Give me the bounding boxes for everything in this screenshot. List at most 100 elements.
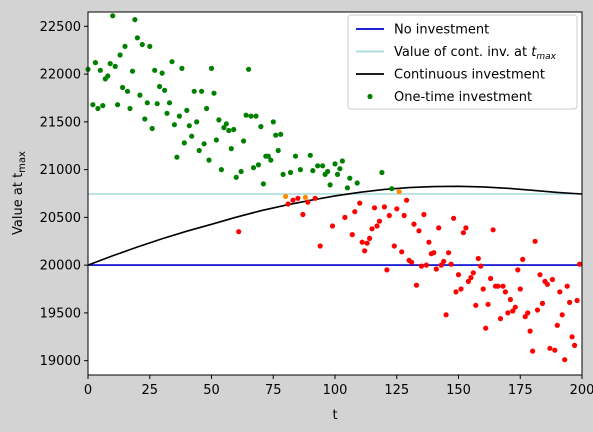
y-tick-label: 19500 — [40, 306, 81, 321]
data-point — [539, 300, 546, 306]
data-point — [453, 289, 459, 295]
y-axis: 19000 19500 20000 20500 21000 21500 22000 22500 — [40, 20, 88, 369]
data-point — [441, 258, 447, 264]
x-tick-label: 0 — [84, 383, 92, 398]
data-point — [265, 153, 271, 159]
data-point — [231, 126, 237, 133]
data-point — [290, 197, 296, 203]
data-point — [507, 296, 513, 303]
data-point — [559, 312, 565, 318]
data-point — [166, 100, 173, 106]
data-point — [347, 175, 353, 181]
x-tick-label: 25 — [141, 383, 158, 398]
data-point — [317, 243, 323, 249]
data-point — [292, 153, 299, 159]
data-point — [460, 230, 466, 236]
data-point — [342, 214, 348, 220]
data-point — [367, 235, 373, 241]
data-point — [204, 105, 210, 112]
data-point — [431, 250, 437, 256]
x-tick-label: 175 — [508, 383, 533, 398]
data-point — [199, 88, 205, 94]
data-point — [411, 221, 417, 227]
data-point — [552, 347, 558, 353]
data-point — [517, 286, 523, 292]
data-point — [502, 289, 508, 295]
data-point — [221, 125, 227, 131]
data-point — [169, 59, 175, 65]
data-point — [208, 65, 215, 71]
data-point — [473, 302, 479, 308]
data-point — [418, 263, 425, 269]
data-point — [92, 60, 98, 66]
data-point — [278, 131, 284, 137]
data-point — [436, 225, 442, 231]
data-point — [134, 35, 140, 41]
data-point — [154, 101, 160, 107]
data-point — [275, 147, 281, 154]
y-axis-label: Value at tmax — [11, 151, 28, 235]
data-point — [549, 276, 556, 283]
data-point — [527, 328, 533, 334]
data-point — [488, 275, 494, 282]
data-point — [352, 209, 358, 215]
data-point — [300, 211, 306, 218]
legend-label: Value of cont. inv. at tmax — [394, 45, 557, 62]
data-point — [117, 52, 123, 58]
data-point — [520, 256, 526, 262]
data-point — [404, 197, 410, 203]
data-point — [147, 43, 153, 50]
data-point — [297, 167, 303, 173]
data-point — [273, 132, 279, 138]
data-point — [574, 297, 580, 304]
data-point — [139, 41, 145, 48]
data-point — [226, 127, 232, 134]
data-point — [206, 157, 212, 163]
x-axis: 0 25 50 75 100 125 150 175 200 — [84, 375, 593, 398]
data-point — [532, 238, 538, 244]
data-point — [97, 67, 103, 73]
data-point — [357, 200, 363, 206]
data-point — [233, 174, 239, 180]
data-point — [505, 310, 511, 316]
x-axis-label: t — [332, 408, 337, 423]
data-point — [394, 206, 400, 212]
data-point — [339, 158, 345, 164]
data-point — [530, 348, 536, 354]
data-point — [381, 204, 387, 210]
legend-label: One-time investment — [394, 90, 532, 105]
data-point — [537, 272, 543, 278]
data-point — [189, 133, 195, 139]
data-point — [184, 107, 190, 113]
data-point — [384, 267, 390, 273]
data-point — [228, 146, 234, 152]
series-layer — [87, 185, 583, 266]
data-point — [243, 112, 249, 118]
data-point — [490, 227, 496, 233]
data-point — [241, 138, 247, 144]
data-point — [510, 308, 516, 314]
data-point — [483, 325, 489, 331]
x-tick-label: 100 — [323, 383, 348, 398]
data-point — [90, 102, 96, 108]
data-point — [547, 345, 553, 351]
data-point — [179, 65, 185, 71]
y-tick-label: 19000 — [40, 354, 81, 369]
data-point — [129, 68, 136, 74]
data-point — [465, 278, 471, 284]
data-point — [458, 286, 464, 292]
data-point — [495, 283, 501, 289]
data-point — [569, 334, 575, 340]
data-point — [320, 163, 326, 169]
data-point — [152, 67, 158, 73]
data-point — [485, 301, 491, 307]
data-point — [409, 259, 415, 265]
data-point — [213, 137, 219, 143]
data-point — [164, 110, 170, 116]
data-point — [280, 171, 286, 177]
y-tick-label: 22500 — [40, 20, 81, 35]
data-point — [401, 212, 407, 219]
data-point — [512, 304, 518, 310]
data-point — [362, 248, 368, 254]
data-point — [337, 166, 343, 172]
